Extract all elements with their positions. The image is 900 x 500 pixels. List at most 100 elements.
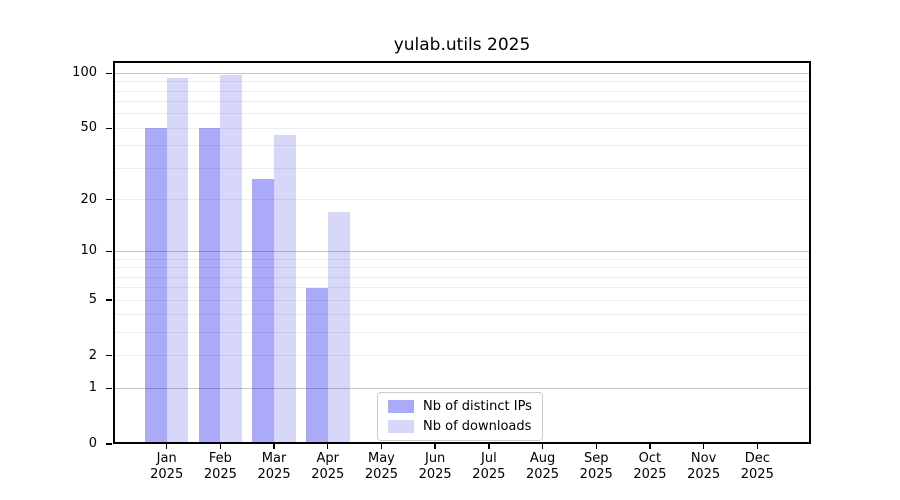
y-tick-mark-2 [106, 355, 112, 357]
x-tick-label-line: May [368, 451, 395, 466]
x-tick-label-line: 2025 [364, 466, 398, 482]
x-tick-mark-dec-2025 [756, 444, 758, 449]
bar-distinct-ips-jan-2025 [144, 128, 167, 444]
legend-item-distinct-ips: Nb of distinct IPs [388, 399, 532, 414]
gridline-minor-50 [113, 127, 811, 129]
spine-bottom [113, 442, 811, 444]
y-tick-label-50: 50 [80, 120, 97, 136]
y-tick-label-10: 10 [80, 243, 97, 259]
x-tick-label-mar-2025: Mar 2025 [242, 451, 306, 482]
x-tick-label-dec-2025: Dec 2025 [725, 451, 789, 482]
gridline-major-1 [113, 387, 811, 389]
gridline-minor-20 [113, 199, 811, 201]
x-tick-mark-jan-2025 [165, 444, 168, 449]
x-tick-label-line: 2025 [472, 466, 506, 482]
x-tick-label-line: Apr [316, 451, 340, 466]
gridline-minor-70 [113, 101, 811, 103]
x-tick-label-line: 2025 [740, 466, 774, 482]
x-tick-mark-feb-2025 [219, 444, 222, 449]
x-tick-label-aug-2025: Aug 2025 [511, 451, 575, 482]
x-tick-label-jun-2025: Jun 2025 [403, 451, 467, 482]
legend-swatch-downloads [388, 420, 414, 433]
x-tick-label-line: Sep [583, 451, 609, 466]
x-tick-label-oct-2025: Oct 2025 [618, 451, 682, 482]
x-tick-label-line: Oct [638, 451, 662, 466]
x-tick-label-line: Feb [208, 451, 232, 466]
y-tick-label-100: 100 [72, 65, 97, 81]
legend-label-downloads: Nb of downloads [423, 419, 532, 434]
y-tick-label-2: 2 [88, 347, 97, 363]
x-tick-mark-jun-2025 [434, 444, 436, 449]
gridline-minor-9 [113, 258, 811, 260]
bar-distinct-ips-apr-2025 [306, 287, 328, 444]
x-tick-label-apr-2025: Apr 2025 [296, 451, 360, 482]
gridline-minor-3 [113, 332, 811, 334]
x-tick-label-line: Dec [744, 451, 770, 466]
x-tick-label-jan-2025: Jan 2025 [135, 451, 199, 482]
y-tick-mark-20 [106, 198, 112, 201]
bar-distinct-ips-mar-2025 [252, 179, 275, 444]
x-tick-label-line: 2025 [203, 466, 237, 482]
x-tick-label-line: Nov [690, 451, 717, 466]
x-tick-mark-jul-2025 [488, 444, 490, 449]
y-tick-label-5: 5 [88, 292, 97, 308]
gridline-minor-60 [113, 113, 811, 115]
y-tick-mark-50 [106, 127, 112, 130]
y-tick-label-20: 20 [80, 191, 97, 207]
gridline-major-100 [113, 72, 811, 75]
x-tick-label-line: Aug [529, 451, 556, 466]
gridline-minor-90 [113, 81, 811, 83]
x-tick-mark-sep-2025 [595, 444, 597, 449]
x-tick-mark-oct-2025 [649, 444, 651, 449]
y-tick-mark-0 [106, 443, 112, 445]
gridline-minor-4 [113, 314, 811, 316]
x-tick-label-line: 2025 [579, 466, 613, 482]
x-tick-label-line: 2025 [687, 466, 721, 482]
x-tick-mark-nov-2025 [702, 444, 705, 449]
y-tick-mark-100 [106, 72, 112, 75]
x-tick-label-line: 2025 [525, 466, 560, 482]
y-tick-mark-10 [106, 250, 112, 253]
chart-title: yulab.utils 2025 [393, 35, 531, 55]
x-tick-label-jul-2025: Jul 2025 [457, 451, 521, 482]
gridline-minor-2 [113, 355, 811, 357]
y-tick-label-0: 0 [88, 436, 97, 451]
bar-distinct-ips-feb-2025 [198, 128, 221, 444]
legend-swatch-distinct-ips [388, 400, 414, 413]
bar-downloads-mar-2025 [274, 134, 296, 444]
gridline-minor-30 [113, 167, 811, 169]
x-tick-label-line: 2025 [150, 466, 184, 482]
x-tick-label-nov-2025: Nov 2025 [672, 451, 736, 482]
x-tick-mark-apr-2025 [327, 444, 329, 449]
x-tick-label-line: Jun [424, 451, 446, 466]
plot-area [113, 61, 811, 444]
x-tick-label-sep-2025: Sep 2025 [564, 451, 628, 482]
gridline-minor-80 [113, 90, 811, 92]
bar-downloads-jan-2025 [166, 78, 189, 444]
x-tick-label-line: Jan [156, 451, 177, 466]
x-tick-label-line: 2025 [418, 466, 452, 482]
x-tick-mark-may-2025 [380, 444, 383, 449]
gridline-minor-8 [113, 267, 811, 269]
gridline-minor-6 [113, 287, 811, 289]
y-tick-mark-1 [106, 387, 112, 390]
legend-item-downloads: Nb of downloads [388, 419, 532, 434]
bar-downloads-apr-2025 [327, 211, 350, 444]
legend: Nb of distinct IPs Nb of downloads [377, 392, 543, 441]
y-tick-mark-5 [106, 299, 112, 301]
gridline-minor-5 [113, 299, 811, 301]
gridline-minor-7 [113, 276, 811, 278]
x-tick-label-line: Mar [261, 451, 287, 466]
spine-left [113, 61, 115, 444]
x-tick-mark-aug-2025 [541, 444, 544, 449]
x-tick-label-line: Jul [481, 451, 497, 466]
spine-top [113, 61, 811, 63]
x-tick-mark-mar-2025 [273, 444, 275, 449]
y-tick-label-1: 1 [88, 380, 97, 396]
x-tick-label-may-2025: May 2025 [349, 451, 413, 482]
gridline-minor-40 [113, 145, 811, 147]
bar-downloads-feb-2025 [220, 75, 243, 444]
legend-label-distinct-ips: Nb of distinct IPs [423, 399, 532, 414]
gridline-major-10 [113, 250, 811, 253]
